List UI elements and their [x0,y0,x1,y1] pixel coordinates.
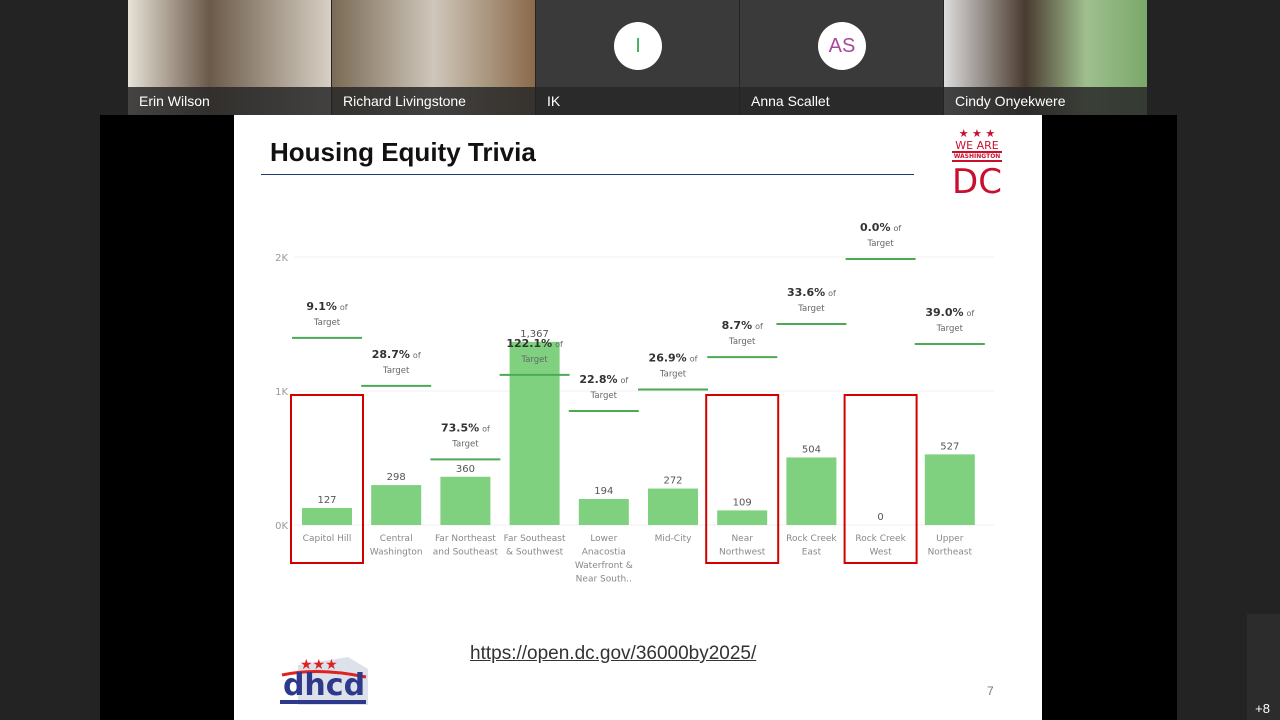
highlight-box [843,394,918,564]
pct-of-target-label: 39.0% of [925,306,974,319]
value-label: 272 [663,476,682,487]
value-label: 360 [456,464,475,475]
svg-text:dhcd: dhcd [283,668,365,703]
participant-name: Richard Livingstone [332,87,535,115]
participant-tile[interactable]: Erin Wilson [128,0,331,115]
category-label: & Southwest [506,548,564,558]
pct-of-target-label: 9.1% of [306,300,347,313]
participant-avatar: AS [818,22,866,70]
participant-name: IK [536,87,739,115]
category-label: Near [731,534,753,544]
target-label: Target [313,318,341,328]
highlight-box [290,394,364,564]
bar [509,341,560,525]
value-label: 0 [877,512,883,523]
participant-tile[interactable]: Cindy Onyekwere [944,0,1147,115]
participant-name: Erin Wilson [128,87,331,115]
participant-name: Anna Scallet [740,87,943,115]
pct-of-target-label: 122.1% of [506,337,563,350]
target-label: Target [797,304,825,314]
page-number: 7 [987,684,994,698]
value-label: 194 [594,486,613,497]
category-label: Mid-City [655,534,693,544]
pct-of-target-label: 33.6% of [787,286,836,299]
y-tick-label: 0K [275,521,288,532]
target-label: Target [659,370,687,380]
participant-avatar: I [614,22,662,70]
target-label: Target [590,391,618,401]
svg-text:★★★: ★★★ [300,657,338,673]
pct-of-target-label: 22.8% of [579,373,628,386]
pct-of-target-label: 73.5% of [441,421,490,434]
category-label: Far Northeast [435,534,496,544]
value-label: 109 [733,497,752,508]
target-label: Target [520,355,548,365]
category-label: Upper [936,534,964,544]
participant-tile[interactable]: AS Anna Scallet [740,0,943,115]
category-label: Washington [370,548,423,558]
title-divider [261,174,914,175]
y-tick-label: 1K [275,387,288,398]
value-label: 127 [317,495,336,506]
bar [371,485,422,525]
participant-tile[interactable]: Richard Livingstone [332,0,535,115]
category-label: Rock Creek [786,534,837,544]
slide-title: Housing Equity Trivia [270,137,536,167]
category-label: Lower [590,534,617,544]
category-label: and Southeast [433,548,499,558]
dhcd-logo: ★★★ dhcd [280,657,368,705]
bar [717,510,768,525]
svg-text:WE ARE: WE ARE [955,139,998,152]
y-tick-label: 2K [275,253,288,264]
slide: Housing Equity Trivia ★ ★ ★ WE ARE WASHI… [234,115,1042,720]
we-are-washington-dc-logo: ★ ★ ★ WE ARE WASHINGTON DC [952,127,1002,197]
category-label: Northeast [928,548,973,558]
target-label: Target [936,324,964,334]
category-label: Anacostia [582,548,626,558]
value-label: 527 [940,441,959,452]
open-dc-link[interactable]: https://open.dc.gov/36000by2025/ [470,643,757,664]
category-label: East [802,548,822,558]
highlight-box [705,394,780,564]
category-label: West [870,548,893,558]
category-label: Capitol Hill [303,534,352,544]
category-label: Far Southeast [504,534,566,544]
category-label: Central [380,534,413,544]
target-label: Target [451,439,479,449]
bar [786,457,837,525]
target-label: Target [866,239,894,249]
bar [648,488,698,525]
pct-of-target-label: 28.7% of [372,348,421,361]
value-label: 298 [387,472,406,483]
bar-chart: 0K 1K 2K 127 9.1% of Target Capitol Hill 298 28.7… [275,221,994,585]
pct-of-target-label: 8.7% of [722,319,763,332]
category-label: Rock Creek [855,534,906,544]
participant-tile[interactable]: I IK [536,0,739,115]
svg-text:DC: DC [952,162,1002,197]
category-label: Waterfront & [575,561,633,571]
value-label: 504 [802,444,821,455]
category-label: Northwest [719,548,766,558]
value-label: 1,367 [520,329,549,340]
target-label: Target [728,337,756,347]
pct-of-target-label: 0.0% of [860,221,901,234]
bar [924,454,975,525]
more-participants-count[interactable]: +8 [1255,701,1270,716]
side-panel-handle[interactable] [1247,614,1280,720]
svg-text:WASHINGTON: WASHINGTON [954,153,1001,160]
bar [578,499,629,525]
svg-text:★ ★ ★: ★ ★ ★ [959,127,996,140]
pct-of-target-label: 26.9% of [649,352,698,365]
target-label: Target [382,366,410,376]
category-label: Near South.. [576,575,632,585]
bar [440,476,491,525]
bar [302,507,352,525]
participant-name: Cindy Onyekwere [944,87,1147,115]
